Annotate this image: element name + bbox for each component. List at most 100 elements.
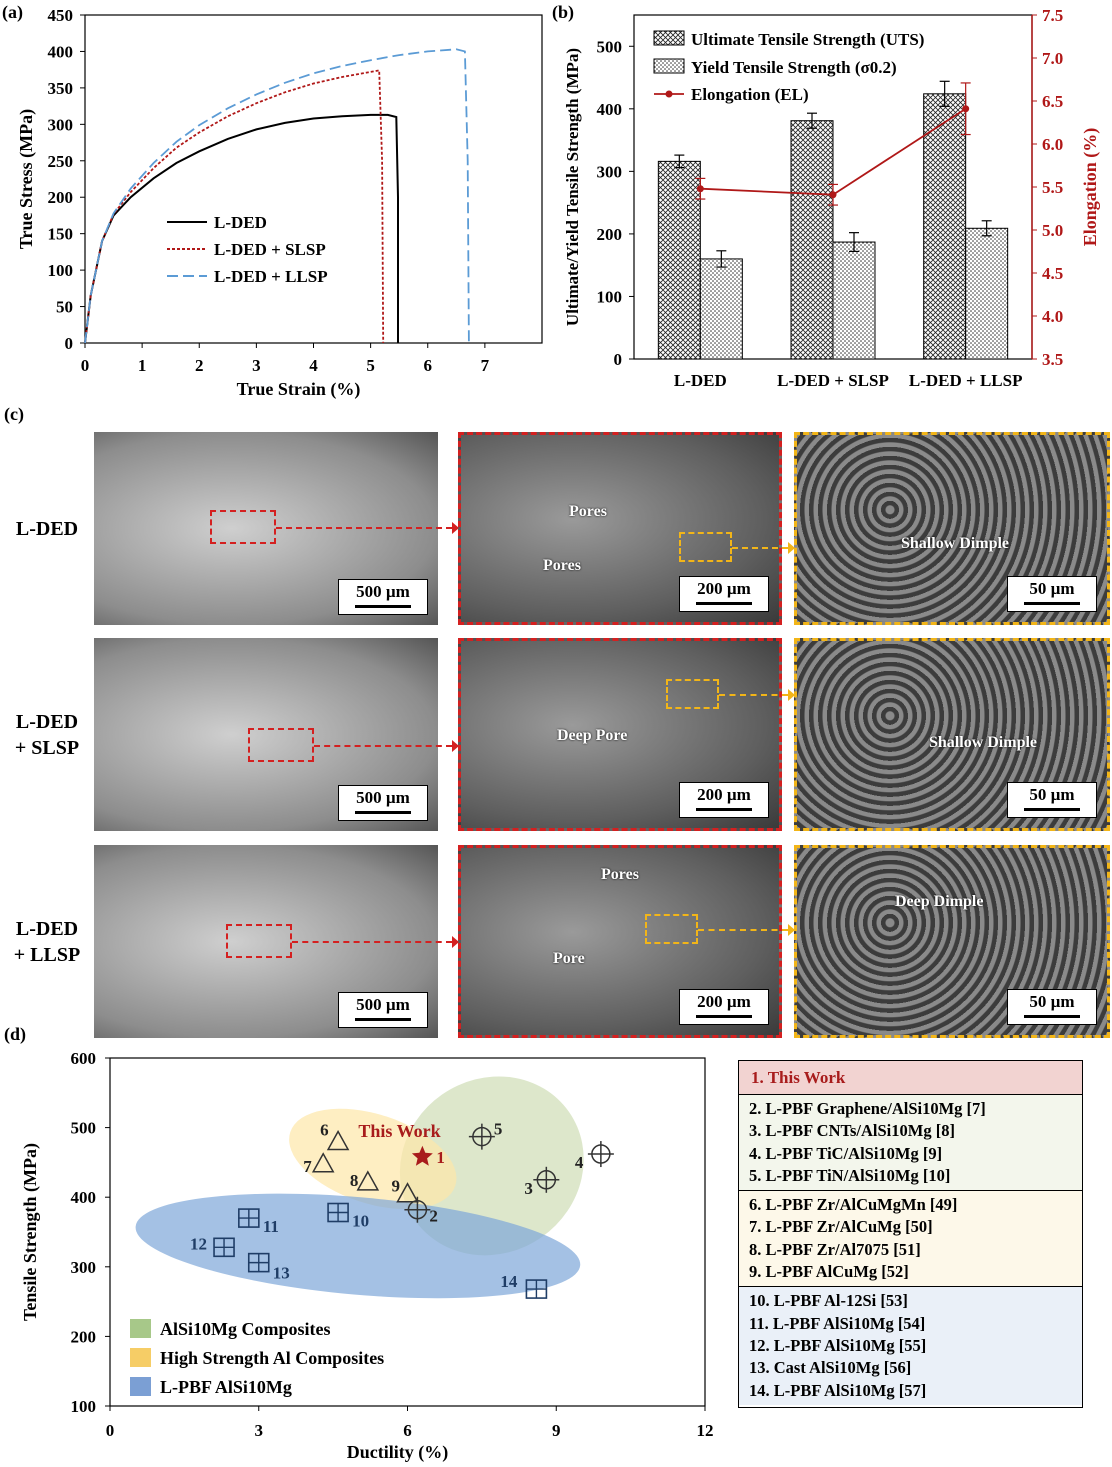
point-label-9: 9 bbox=[392, 1177, 401, 1196]
series-line-3 bbox=[84, 48, 470, 344]
y-tick-label: 200 bbox=[597, 225, 623, 244]
callout-arrowhead-red bbox=[452, 936, 459, 948]
x-category-label: L-DED + LLSP bbox=[909, 371, 1023, 390]
callout-box-red bbox=[210, 510, 276, 544]
this-work-annotation: This Work bbox=[358, 1121, 440, 1141]
scale-bar-line bbox=[696, 1015, 752, 1018]
point-label-6: 6 bbox=[320, 1121, 329, 1140]
callout-arrowhead-yellow bbox=[788, 924, 795, 936]
y2-tick-label: 7.5 bbox=[1042, 6, 1063, 25]
group-ellipse-3 bbox=[135, 1193, 581, 1299]
sem-image-row2-col3: 50 µm Shallow Dimple bbox=[794, 638, 1110, 831]
panel-label-b: (b) bbox=[552, 2, 574, 22]
point-marker-9 bbox=[396, 1182, 419, 1203]
point-label-12: 12 bbox=[190, 1234, 207, 1253]
y-tick-label: 200 bbox=[71, 1327, 97, 1346]
uts-bar-3 bbox=[923, 93, 967, 360]
point-label-8: 8 bbox=[350, 1171, 359, 1190]
point-label-13: 13 bbox=[273, 1264, 290, 1283]
legend-header-this-work: 1. This Work bbox=[739, 1061, 1082, 1095]
x-tick-label: 7 bbox=[481, 356, 490, 375]
legend-entry-el: Elongation (EL) bbox=[691, 85, 809, 104]
y-tick-label: 350 bbox=[48, 79, 74, 98]
scale-bar: 50 µm bbox=[1007, 576, 1097, 612]
sem-row-label-2: L-DED + SLSP bbox=[2, 709, 92, 761]
x-tick-label: 3 bbox=[255, 1421, 264, 1440]
sem-row-label-1: L-DED bbox=[2, 516, 92, 542]
x-axis-label: True Strain (%) bbox=[237, 379, 361, 400]
scale-bar-label: 50 µm bbox=[1029, 992, 1075, 1011]
x-tick-label: 0 bbox=[81, 356, 90, 375]
legend-reference-entry: 6. L-PBF Zr/AlCuMgMn [49] bbox=[749, 1195, 958, 1215]
scale-bar-label: 200 µm bbox=[697, 579, 751, 598]
legend-group-3: 10. L-PBF Al-12Si [53] 11. L-PBF AlSi10Mg… bbox=[739, 1287, 1082, 1405]
x-category-label: L-DED + SLSP bbox=[777, 371, 889, 390]
y-axis-label: Tensile Strength (MPa) bbox=[20, 1143, 41, 1321]
callout-arrow-red bbox=[276, 527, 452, 529]
y-tick-label: 250 bbox=[48, 152, 74, 171]
sem-annotation-right: Shallow Dimple bbox=[929, 734, 1038, 751]
y-tick-label: 100 bbox=[597, 287, 623, 306]
legend-reference-entry: 3. L-PBF CNTs/AlSi10Mg [8] bbox=[749, 1121, 955, 1141]
legend-entry-3: L-DED + LLSP bbox=[214, 267, 328, 286]
y-tick-label: 500 bbox=[71, 1119, 97, 1138]
x-tick-label: 4 bbox=[309, 356, 318, 375]
legend-reference-entry: 7. L-PBF Zr/AlCuMg [50] bbox=[749, 1217, 933, 1237]
scale-bar-line bbox=[355, 811, 411, 814]
legend-reference-entry: 2. L-PBF Graphene/AlSi10Mg [7] bbox=[749, 1099, 986, 1118]
callout-arrow-yellow bbox=[719, 694, 788, 696]
legend-reference-entry: 9. L-PBF AlCuMg [52] bbox=[749, 1262, 909, 1282]
legend-entry-ys: Yield Tensile Strength (σ0.2) bbox=[691, 58, 897, 77]
x-tick-label: 2 bbox=[195, 356, 204, 375]
elongation-point-1 bbox=[696, 185, 704, 193]
y2-tick-label: 5.5 bbox=[1042, 178, 1063, 197]
sem-row-label-line: + SLSP bbox=[14, 736, 80, 759]
group-legend-swatch-1 bbox=[130, 1319, 151, 1338]
callout-arrow-yellow bbox=[698, 929, 788, 931]
legend-group-2: 6. L-PBF Zr/AlCuMgMn [49] 7. L-PBF Zr/AlC… bbox=[739, 1191, 1082, 1288]
scale-bar: 500 µm bbox=[338, 579, 428, 615]
y2-tick-label: 3.5 bbox=[1042, 350, 1063, 369]
y-tick-label: 150 bbox=[48, 225, 74, 244]
sem-annotation-right: Shallow Dimple bbox=[901, 535, 1010, 552]
x-tick-label: 3 bbox=[252, 356, 261, 375]
callout-arrowhead-red bbox=[452, 522, 459, 534]
y2-axis-label: Elongation (%) bbox=[1080, 128, 1101, 247]
callout-box-yellow bbox=[666, 679, 719, 709]
uts-bar-1 bbox=[657, 160, 701, 360]
point-marker-6 bbox=[326, 1129, 350, 1151]
x-tick-label: 0 bbox=[106, 1421, 115, 1440]
sem-row-label-3: L-DED + LLSP bbox=[2, 916, 92, 968]
scale-bar: 50 µm bbox=[1007, 989, 1097, 1025]
scale-bar-line bbox=[1024, 808, 1080, 811]
legend-entry-1: L-DED bbox=[214, 213, 267, 232]
y-tick-label: 100 bbox=[48, 261, 74, 280]
sem-image-row1-col1: 500 µm bbox=[94, 432, 438, 625]
sem-row-label-line: L-DED bbox=[15, 710, 79, 733]
callout-arrowhead-red bbox=[452, 740, 459, 752]
scale-bar: 200 µm bbox=[679, 782, 769, 818]
sem-annotation: Pores bbox=[569, 503, 607, 520]
scale-bar-label: 50 µm bbox=[1029, 785, 1075, 804]
callout-arrowhead-yellow bbox=[788, 542, 795, 554]
sem-image-row2-col2: 200 µm Deep Pore bbox=[458, 638, 782, 831]
point-marker-7 bbox=[311, 1152, 335, 1173]
sem-row-label-line: L-DED bbox=[15, 917, 79, 940]
callout-box-red bbox=[226, 924, 292, 958]
y-axis-label: Ultimate/Yield Tensile Strength (MPa) bbox=[563, 48, 582, 326]
ys-bar-2 bbox=[832, 241, 876, 360]
callout-box-red bbox=[248, 728, 314, 762]
stress-strain-chart: 0 50 100 150 200 250 300 350 400 450 0 1 2 3 4 5 6 7 True … bbox=[16, 6, 543, 400]
scale-bar-label: 200 µm bbox=[697, 992, 751, 1011]
ys-bar-1 bbox=[699, 258, 743, 360]
callout-arrow-red bbox=[314, 745, 452, 747]
y-tick-label: 400 bbox=[48, 42, 74, 61]
scale-bar-label: 200 µm bbox=[697, 785, 751, 804]
panel-label-a: (a) bbox=[2, 2, 23, 22]
point-label-2: 2 bbox=[429, 1207, 438, 1226]
legend-reference-entry: 12. L-PBF AlSi10Mg [55] bbox=[749, 1335, 927, 1355]
y-tick-label: 600 bbox=[71, 1049, 97, 1068]
sem-annotation: Pore bbox=[553, 950, 585, 967]
callout-box-yellow bbox=[679, 532, 732, 562]
point-label-5: 5 bbox=[494, 1120, 503, 1139]
